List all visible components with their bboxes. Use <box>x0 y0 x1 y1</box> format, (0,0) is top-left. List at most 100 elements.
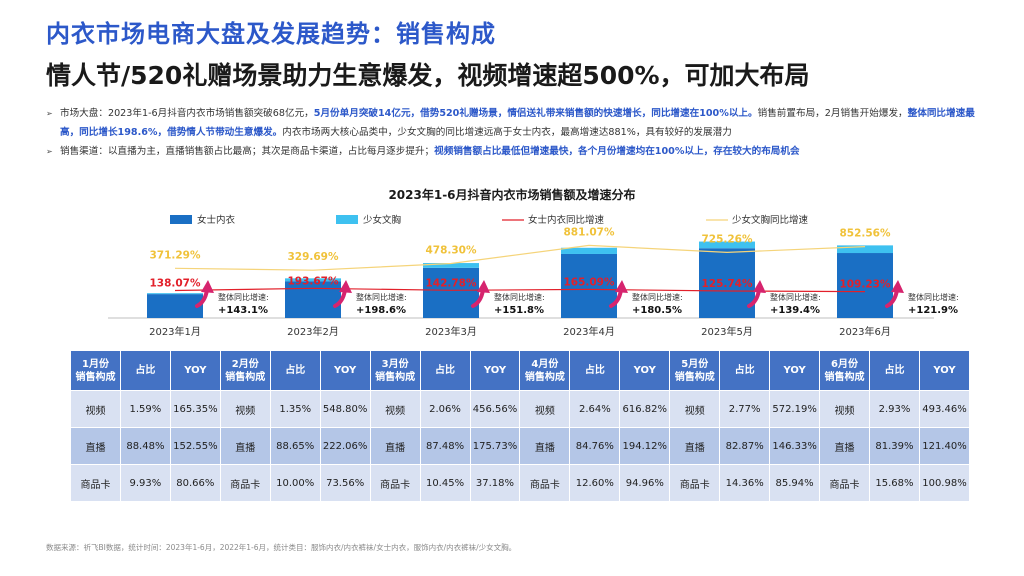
yoy-cell: 493.46% <box>918 390 971 428</box>
bullet-market-text-1: 市场大盘：2023年1-6月抖音内衣市场销售额突破68亿元， <box>60 108 314 119</box>
composition-label: 销售构成 <box>225 371 266 383</box>
growth-arrow-head-icon <box>891 280 904 293</box>
month-label: 5月份 <box>681 358 709 370</box>
growth-arrow-head-icon <box>753 280 766 293</box>
bar-girls-2 <box>285 278 341 282</box>
overall-growth-label: 整体同比增速: <box>908 292 959 302</box>
month-header: 5月份 销售构成 <box>669 350 721 391</box>
bar-women-6 <box>837 253 893 318</box>
x-tick-label: 2023年4月 <box>563 325 615 338</box>
bar-women-5 <box>699 248 755 318</box>
share-cell: 10.45% <box>419 464 471 502</box>
arrow-right-icon: ➢ <box>46 147 53 156</box>
month-label: 6月份 <box>831 358 859 370</box>
share-cell: 82.87% <box>719 427 771 465</box>
bullet-market-text-2: 销售前置布局，2月销售开始爆发， <box>757 108 908 119</box>
overall-growth-label: 整体同比增速: <box>356 292 407 302</box>
channel-cell: 商品卡 <box>70 464 121 502</box>
share-cell: 2.64% <box>569 390 621 428</box>
label-girls-growth-1: 371.29% <box>149 249 201 261</box>
share-cell: 1.59% <box>119 390 171 428</box>
bar-girls-6 <box>837 245 893 254</box>
channel-cell: 视频 <box>369 390 421 428</box>
channel-cell: 直播 <box>669 427 721 465</box>
bullet-market-highlight-1: 5月份单月突破14亿元，借势520礼赠场景，情侣送礼带来销售额的快速增长，同比增… <box>313 108 758 119</box>
channel-cell: 视频 <box>70 390 121 428</box>
bullet-channel-highlight-1: 视频销售额占比最低但增速最快，各个月份增速均在100%以上，存在较大的布局机会 <box>434 146 800 157</box>
share-cell: 15.68% <box>869 464 920 502</box>
bar-girls-4 <box>561 247 617 254</box>
share-cell: 9.93% <box>119 464 171 502</box>
yoy-cell: 37.18% <box>469 464 521 502</box>
line-women-growth <box>174 287 866 293</box>
bullet-market-text-3: 内衣市场两大核心品类中，少女文胸的同比增速远高于女士内衣，最高增速达881%，具… <box>282 127 732 138</box>
label-girls-growth-4: 881.07% <box>563 226 615 238</box>
share-cell: 87.48% <box>419 427 471 465</box>
legend-swatch-girls <box>336 215 358 224</box>
x-tick-label: 2023年1月 <box>149 325 201 338</box>
channel-cell: 商品卡 <box>369 464 421 502</box>
page-subtitle: 情人节/520礼赠场景助力生意爆发，视频增速超500%，可加大布局 <box>46 61 810 90</box>
yoy-cell: 121.40% <box>918 427 971 465</box>
growth-arrow-head-icon <box>477 280 490 293</box>
label-girls-growth-5: 725.26% <box>701 233 753 245</box>
summary-bullets: ➢ 市场大盘：2023年1-6月抖音内衣市场销售额突破68亿元，5月份单月突破1… <box>46 104 986 161</box>
overall-growth-value: +180.5% <box>632 305 682 316</box>
yoy-cell: 222.06% <box>319 427 371 465</box>
legend-label-girls-growth: 少女文胸同比增速 <box>732 214 809 226</box>
table-row: 商品卡 9.93% 80.66% 商品卡 10.00% 73.56% 商品卡 10.45% 37… <box>70 464 971 502</box>
share-cell: 81.39% <box>869 427 920 465</box>
overall-growth-label: 整体同比增速: <box>770 292 821 302</box>
sales-composition-table: 1月份 销售构成 占比 YOY 2月份 销售构成 占比 YOY 3月份 销售构成 占比 YOY 4月份销… <box>70 350 971 502</box>
yoy-cell: 85.94% <box>769 464 821 502</box>
growth-arrow-head-icon <box>339 280 352 293</box>
x-tick-label: 2023年2月 <box>287 325 339 338</box>
arrow-right-icon: ➢ <box>46 109 53 118</box>
yoy-cell: 146.33% <box>769 427 821 465</box>
table-row: 直播 88.48% 152.55% 直播 88.65% 222.06% 直播 87.48% 17… <box>70 427 971 465</box>
composition-label: 销售构成 <box>824 371 865 383</box>
channel-cell: 视频 <box>519 390 571 428</box>
table-row: 视频 1.59% 165.35% 视频 1.35% 548.80% 视频 2.06% 456.5… <box>70 390 971 428</box>
channel-cell: 商品卡 <box>219 464 271 502</box>
table-header-row: 1月份 销售构成 占比 YOY 2月份 销售构成 占比 YOY 3月份 销售构成 占比 YOY 4月份销… <box>70 350 971 391</box>
yoy-cell: 100.98% <box>918 464 971 502</box>
share-header: 占比 <box>419 350 471 391</box>
yoy-cell: 548.80% <box>319 390 371 428</box>
bar-girls-3 <box>423 263 479 268</box>
yoy-header: YOY <box>169 350 221 391</box>
yoy-cell: 80.66% <box>169 464 221 502</box>
share-cell: 14.36% <box>719 464 771 502</box>
bullet-market-highlight-2: 整体同比增速最高，同比增长198.6%，借势情人节带动生意爆发。 <box>60 108 975 138</box>
yoy-header: YOY <box>619 350 671 391</box>
month-label: 4月份 <box>531 358 559 370</box>
bar-women-3 <box>423 267 479 318</box>
share-cell: 2.93% <box>869 390 920 428</box>
x-tick-label: 2023年3月 <box>425 325 477 338</box>
yoy-cell: 572.19% <box>769 390 821 428</box>
channel-cell: 直播 <box>519 427 571 465</box>
share-cell: 84.76% <box>569 427 621 465</box>
bar-women-4 <box>561 253 617 318</box>
label-women-growth-6: 109.23% <box>839 279 891 291</box>
share-cell: 10.00% <box>269 464 321 502</box>
yoy-header: YOY <box>469 350 521 391</box>
yoy-cell: 616.82% <box>619 390 671 428</box>
bullet-channel: ➢ 销售渠道：以直播为主，直播销售额占比最高；其次是商品卡渠道，占比每月逐步提升… <box>46 142 986 161</box>
legend-label-women-growth: 女士内衣同比增速 <box>528 214 605 226</box>
bar-women-2 <box>285 281 341 318</box>
legend-label-girls: 少女文胸 <box>363 214 401 226</box>
growth-arrow-head-icon <box>201 280 214 293</box>
yoy-cell: 175.73% <box>469 427 521 465</box>
share-header: 占比 <box>569 350 621 391</box>
bar-girls-5 <box>699 241 755 249</box>
growth-arrow-head-icon <box>615 280 628 293</box>
share-cell: 88.48% <box>119 427 171 465</box>
month-header: 1月份 销售构成 <box>70 350 121 391</box>
channel-cell: 视频 <box>669 390 721 428</box>
yoy-cell: 194.12% <box>619 427 671 465</box>
month-header: 4月份 销售构成 <box>519 350 571 391</box>
yoy-cell: 94.96% <box>619 464 671 502</box>
month-header: 6月份 销售构成 <box>819 350 870 391</box>
label-girls-growth-2: 329.69% <box>287 251 339 263</box>
